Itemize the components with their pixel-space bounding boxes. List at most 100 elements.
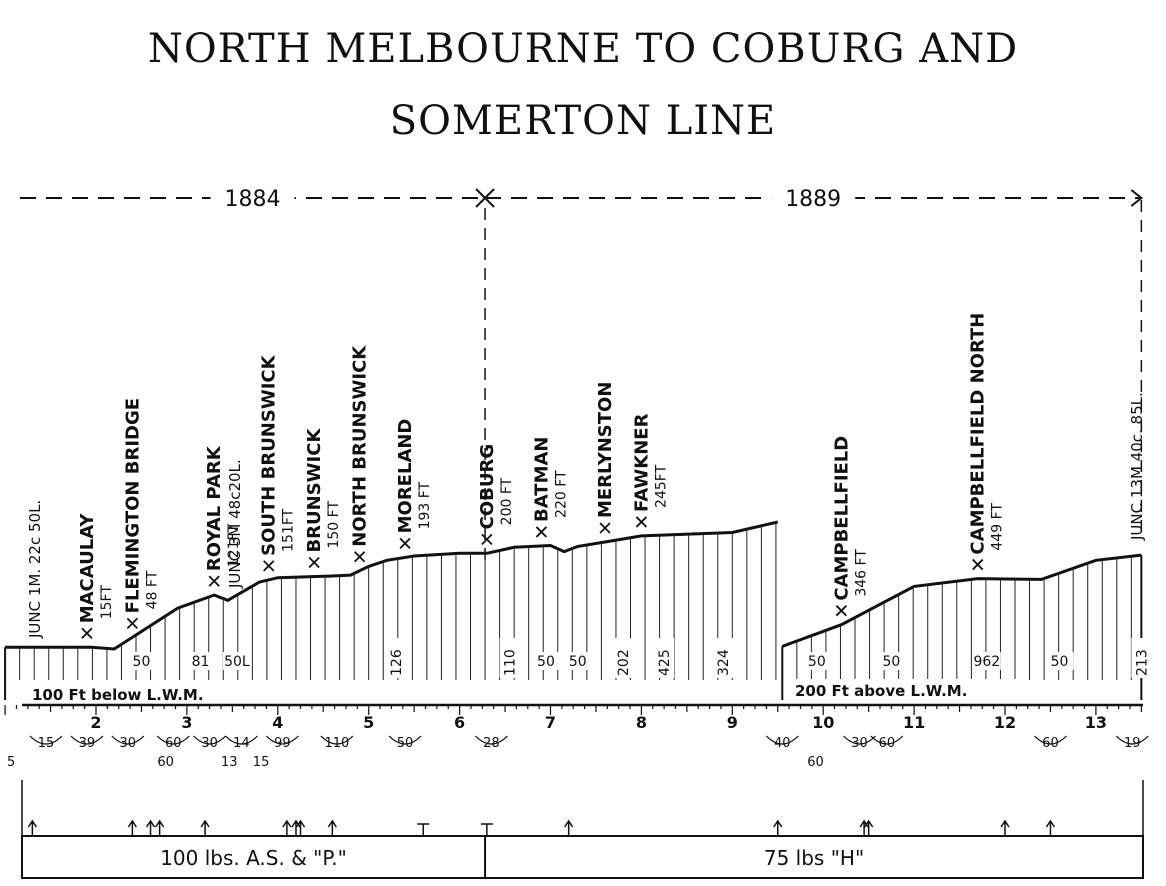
station-marker [835,605,848,617]
gradient-value: 962 [973,654,1000,670]
station-height: 220 FT [553,470,569,518]
junction-label: JUNC 3M 48c20L. [226,459,244,589]
station-marker [535,526,548,538]
station-name: BATMAN [531,436,552,521]
curve-radius-lower: 60 [807,755,824,770]
signal-arrow [864,819,874,836]
curve-radius: 50 [397,736,414,751]
gradient-value: 425 [657,649,673,676]
curve-arc [193,735,227,745]
station-marker [208,575,220,587]
station-height: 193 FT [417,481,433,529]
profile-line-1 [5,520,779,651]
station-marker [308,556,320,569]
curve-arc [1115,735,1149,745]
title-line-1: NORTH MELBOURNE TO COBURG AND [147,26,1019,72]
title-line-2: SOMERTON LINE [389,98,777,144]
milepost-label: 4 [272,713,283,732]
rail-weight-label: 100 lbs. A.S. & "P." [160,846,347,870]
curve-radius-lower: 15 [253,755,270,770]
station-name: NORTH BRUNSWICK [350,345,371,547]
gradient-value-bg [222,652,251,670]
curve-radius: 30 [851,736,868,751]
curve-arc [870,735,904,745]
gradient-value-bg [802,652,831,670]
milepost-label: 8 [636,713,647,732]
rail-weights: 100 lbs. A.S. & "P." 75 lbs "H" [21,780,1144,879]
station-marker [599,522,611,534]
year-label-bg [210,184,295,212]
year-label: 1884 [225,187,281,212]
gradient-value-bg [186,652,215,670]
curve-radius-lower: 5 [7,755,15,770]
gradient-value: 50 [569,654,587,670]
milepost-label: 5 [363,713,374,732]
gradient-value: 81 [192,654,210,670]
level-below-bg [28,683,266,703]
level-below-label: 100 Ft below L.W.M. [32,686,204,704]
milepost-label: 2 [90,713,101,732]
gradient-value: 50L [224,654,250,670]
gradient-value-bg [563,652,592,670]
gradient-value: 110 [503,649,519,676]
signal-arrow [127,819,137,836]
station-name: MACAULAY [77,513,98,624]
milepost-label: 10 [812,713,834,732]
curve-radius: 60 [1042,736,1059,751]
station-marker [972,558,984,571]
curve-radius-lower: 60 [157,755,174,770]
curve-arc [111,735,145,745]
curve-arc [156,735,190,745]
curve-radius: 15 [38,736,55,751]
gradient-value-bg [972,652,1001,670]
station-marker [126,617,138,629]
station-marker [353,551,366,563]
curve-arc [474,735,508,745]
gradient-value-bg [654,638,675,678]
milepost-label: 3 [181,713,192,732]
signal-arrow [773,819,783,836]
junction-label: JUNC 13M 40c. 85L. [1128,392,1146,541]
gradient-value: 50 [882,654,900,670]
signal-arrow [1000,819,1010,836]
station-marker [263,560,275,572]
curve-radius: 39 [79,736,96,751]
curve-arc [225,735,258,745]
rail-box [21,835,1144,879]
gradient-value: 50 [808,654,826,670]
curve-radius: 30 [201,736,218,751]
gradient-value-bg [877,652,906,670]
gradient-value-bg [1131,638,1152,678]
curve-arc [1034,735,1067,745]
station-name: BRUNSWICK [304,428,325,553]
gradient-value-bg [385,638,406,678]
profile: 50 81 50L 126 110 50 50 202 425 324 50 50 962 50 213 10… [4,520,1152,707]
curve-arc [29,735,63,745]
station-height: 449 FT [990,503,1006,551]
gradient-value-bg [613,638,634,678]
gradient-value-bg [531,652,560,670]
junction-label: JUNC 1M. 22c 50L. [26,500,44,639]
milepost-label: 7 [545,713,556,732]
gradient-value: 126 [389,649,405,676]
station-marker [399,537,411,550]
gradient-value: 213 [1134,649,1150,676]
curve-arc [70,735,104,745]
station-name: CAMPBELLFIELD [831,436,852,601]
signal-post [480,823,493,836]
station-height: 48 FT [144,570,160,609]
station-name: ROYAL PARK [204,445,225,571]
station-height: 15FT [99,585,115,620]
station-height: 346 FT [853,549,869,597]
rail-weight-label: 75 lbs "H" [764,846,864,870]
station-name: MERLYNSTON [595,382,616,518]
milepost-label: 9 [727,713,738,732]
gradient-value: 50 [1051,654,1069,670]
milepost-label: 12 [994,713,1016,732]
gradient-value: 202 [616,649,632,676]
station-name: FLEMINGTON BRIDGE [122,398,143,613]
curve-radius: 60 [879,736,896,751]
curve-radius: 14 [233,736,250,751]
curve-radius-lower: 13 [221,755,238,770]
